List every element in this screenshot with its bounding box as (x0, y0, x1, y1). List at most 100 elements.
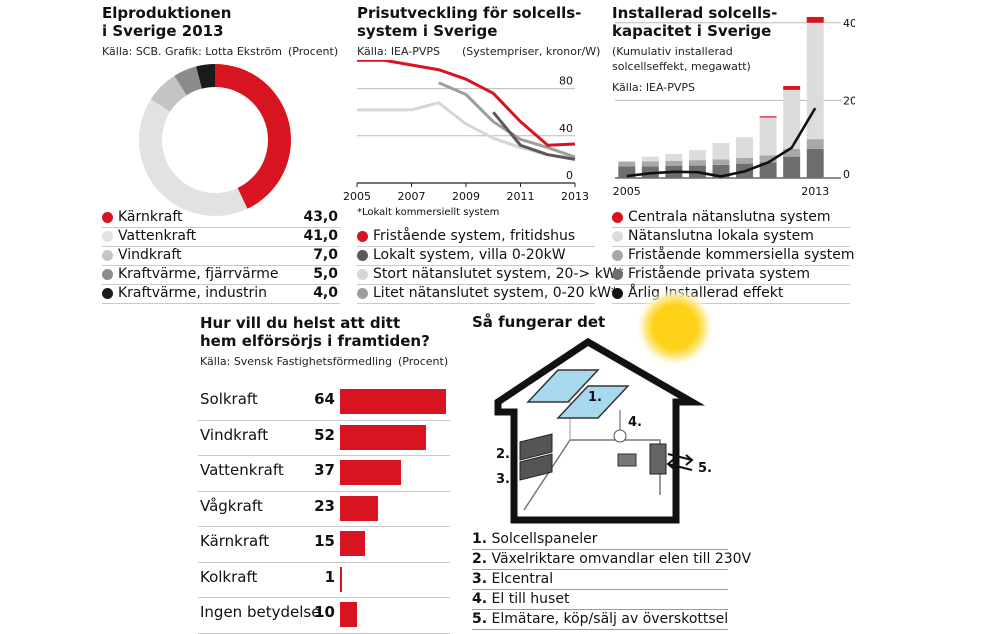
cap-bar-segment (665, 153, 683, 161)
cap-bar-segment (759, 155, 777, 163)
capacity-source: Källa: IEA-PVPS (612, 81, 696, 94)
cap-bar-segment (806, 139, 824, 149)
legend-dot (357, 231, 368, 242)
house-outline (494, 337, 706, 524)
cap-bar-segment (783, 89, 801, 149)
price-series-line (357, 60, 576, 147)
howto-step: 4. El till huset (472, 590, 728, 610)
cap-bar-segment (806, 22, 824, 140)
price-ytick-label: 40 (559, 122, 573, 135)
survey-row: Vågkraft 23 (198, 491, 450, 527)
legend-dot (612, 212, 623, 223)
survey-value-label: 64 (314, 390, 335, 408)
legend-label: Kärnkraft (118, 209, 183, 225)
donut-slice (215, 64, 291, 209)
legend-dot (612, 231, 623, 242)
survey-bar (340, 566, 342, 592)
cap-bar-segment (712, 159, 730, 165)
legend-dot (102, 231, 113, 242)
survey-bar (340, 495, 379, 521)
price-legend: Fristående system, fritidshus Lokalt syst… (357, 227, 624, 307)
howto-step: 3. Elcentral (472, 570, 728, 590)
survey-category-label: Ingen betydelse (200, 603, 321, 621)
howto-step-number: 3. (472, 571, 488, 587)
howto-step-number: 5. (472, 611, 488, 627)
capacity-subtitle: (Kumulativ installerad solcellseffekt, m… (612, 45, 751, 73)
legend-label: Vattenkraft (118, 228, 197, 244)
cap-bar-segment (618, 166, 636, 178)
cap-bar-segment (641, 161, 659, 167)
donut-slice (139, 99, 248, 217)
legend-item: Fristående system, fritidshus (357, 227, 595, 247)
donut-unit: (Procent) (288, 45, 339, 58)
legend-value: 5,0 (313, 266, 338, 282)
cap-ytick-label: 40 (843, 17, 855, 30)
cap-bar-segment (759, 117, 777, 156)
survey-row: Kärnkraft 15 (198, 526, 450, 563)
sun-icon (635, 290, 715, 367)
legend-label: Litet nätanslutet system, 0-20 kW* (373, 285, 618, 301)
price-footnote: *Lokalt kommersiellt system (357, 207, 500, 218)
survey-value-label: 23 (314, 496, 335, 515)
donut-slice (174, 66, 202, 96)
legend-dot (612, 269, 623, 280)
price-source: Källa: IEA-PVPS (357, 45, 441, 58)
legend-item: Lokalt system, villa 0-20kW (357, 246, 595, 266)
survey-chart: Solkraft 64 Vindkraft 52 Vattenkraft 37 Vågkra… (198, 384, 450, 634)
cap-bar-segment (641, 156, 659, 162)
legend-item: Nätanslutna lokala system (612, 227, 850, 247)
inverter-icon (519, 433, 553, 481)
central-box (617, 453, 637, 467)
howto-title: Så fungerar det (472, 313, 606, 331)
legend-dot (357, 250, 368, 261)
survey-category-label: Kolkraft (200, 567, 258, 586)
cap-ytick-label: 20 (843, 94, 855, 107)
howto-step-text: El till huset (491, 591, 570, 607)
howto-step: 1. Solcellspaneler (472, 530, 728, 550)
cap-bar-segment (806, 16, 824, 23)
legend-label: Kraftvärme, industrin (118, 285, 268, 301)
howto-step-text: Solcellspaneler (491, 531, 598, 547)
legend-label: Vindkraft (118, 247, 182, 263)
marker-2: 2. (496, 447, 510, 462)
survey-value-label: 52 (314, 425, 335, 444)
price-ytick-label: 0 (566, 169, 573, 182)
legend-value: 4,0 (313, 285, 338, 301)
legend-item: Litet nätanslutet system, 0-20 kW* (357, 284, 618, 304)
cap-bar-segment (759, 162, 777, 178)
survey-row: Vattenkraft 37 (198, 455, 450, 492)
cap-ytick-label: 0 (843, 168, 850, 181)
survey-category-label: Kärnkraft (200, 532, 270, 550)
price-series-line (357, 101, 576, 160)
legend-value: 7,0 (313, 247, 338, 263)
survey-bar (340, 602, 357, 627)
capacity-title: Installerad solcells- kapacitet i Sverig… (612, 4, 778, 40)
price-xtick-label: 2011 (507, 190, 535, 203)
legend-item: Vattenkraft 41,0 (102, 227, 340, 247)
cap-bar-segment (783, 148, 801, 157)
cap-bar-segment (688, 160, 706, 166)
legend-dot (612, 288, 623, 299)
survey-value-label: 10 (314, 603, 335, 621)
cap-bar-segment (665, 160, 683, 166)
donut-slice (150, 75, 187, 112)
legend-label: Fristående privata system (628, 266, 811, 282)
legend-item: Fristående kommersiella system (612, 246, 855, 266)
price-chart: 2005 2007 2009 2011 2013 80 40 0 (343, 60, 589, 203)
cap-bar-segment (618, 160, 636, 162)
survey-bar (340, 460, 402, 485)
legend-label: Lokalt system, villa 0-20kW (373, 247, 566, 263)
cap-annual-line (626, 107, 817, 178)
donut-title: Elproduktionen i Sverige 2013 (102, 4, 232, 40)
survey-category-label: Vågkraft (200, 496, 263, 515)
donut-chart (139, 64, 291, 217)
price-title: Prisutveckling för solcells- system i Sv… (357, 4, 582, 40)
lamp-icon (613, 429, 627, 443)
donut-legend: Kärnkraft 43,0 Vattenkraft 41,0 Vindkraft 7,0… (102, 208, 340, 308)
legend-dot (102, 269, 113, 280)
legend-label: Fristående kommersiella system (628, 247, 855, 263)
legend-label: Fristående system, fritidshus (373, 228, 576, 244)
survey-value-label: 1 (324, 567, 335, 586)
howto-step-number: 2. (472, 551, 488, 567)
legend-dot (357, 269, 368, 280)
